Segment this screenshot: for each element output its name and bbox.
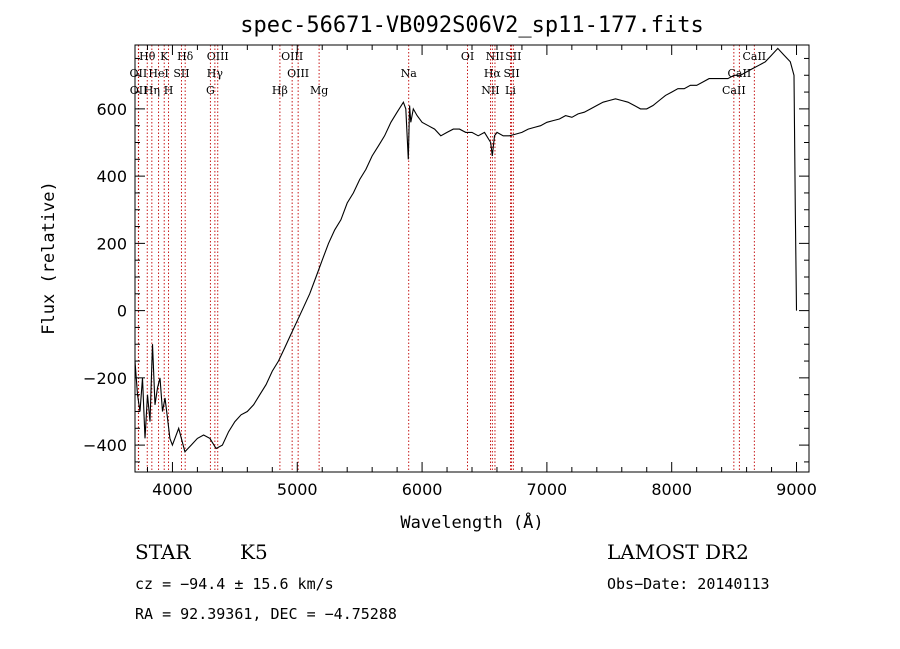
x-tick-label: 8000 xyxy=(651,480,692,499)
line-marker-label: SII xyxy=(503,67,519,80)
y-tick-label: −400 xyxy=(83,436,127,455)
spectrum-line xyxy=(134,47,798,453)
x-tick-label: 5000 xyxy=(277,480,318,499)
y-axis-label: Flux (relative) xyxy=(39,181,59,335)
y-tick-label: 600 xyxy=(96,100,127,119)
line-marker-label: CaII xyxy=(722,84,746,97)
line-marker-label: H xyxy=(164,84,174,97)
line-marker-label: Hα xyxy=(484,67,502,80)
line-marker-label: Li xyxy=(505,84,516,97)
x-tick-label: 4000 xyxy=(152,480,193,499)
line-marker-label: Hβ xyxy=(272,84,288,97)
line-marker-label: NII xyxy=(486,50,504,63)
x-axis-label: Wavelength (Å) xyxy=(400,511,543,533)
plot-frame xyxy=(134,44,810,473)
sky-coordinates: RA = 92.39361, DEC = −4.75288 xyxy=(135,605,397,623)
line-marker-label: Hδ xyxy=(177,50,194,63)
survey-name: LAMOST DR2 xyxy=(607,540,749,564)
line-marker-label: CaII xyxy=(742,50,766,63)
line-marker-label: CaII xyxy=(728,67,752,80)
x-tick-label: 9000 xyxy=(776,480,817,499)
line-marker-label: NII xyxy=(481,84,499,97)
line-marker-label: Hθ xyxy=(139,50,156,63)
line-marker-label: Mg xyxy=(310,84,328,97)
object-subclass: K5 xyxy=(240,540,268,564)
chart-title: spec-56671-VB092S06V2_sp11-177.fits xyxy=(240,13,704,38)
line-marker-label: Hγ xyxy=(207,67,224,80)
redshift-velocity: cz = −94.4 ± 15.6 km/s xyxy=(135,575,334,593)
y-tick-label: −200 xyxy=(83,369,127,388)
observation-date: Obs−Date: 20140113 xyxy=(607,575,770,593)
line-marker-label: Hη xyxy=(144,84,160,97)
line-marker-label: HeI xyxy=(148,67,168,80)
y-tick-label: 200 xyxy=(96,234,127,253)
line-marker-label: OI xyxy=(461,50,474,63)
line-marker-label: G xyxy=(206,84,215,97)
line-marker-label: OIII xyxy=(281,50,303,63)
line-marker-label: OII xyxy=(130,84,148,97)
y-tick-label: 0 xyxy=(117,302,127,321)
line-marker-label: SII xyxy=(173,67,189,80)
y-tick-label: 400 xyxy=(96,167,127,186)
line-marker-label: OIII xyxy=(287,67,309,80)
line-marker-label: Na xyxy=(401,67,418,80)
line-marker-label: K xyxy=(160,50,169,63)
line-marker-label: SII xyxy=(505,50,521,63)
object-type: STAR xyxy=(135,540,191,564)
x-tick-label: 7000 xyxy=(527,480,568,499)
x-tick-label: 6000 xyxy=(402,480,443,499)
axis-ticks: 4000 5000 6000 7000 8000 9000 −400 −200 0 200 400 6… xyxy=(83,45,817,499)
line-marker-label: OIII xyxy=(207,50,229,63)
